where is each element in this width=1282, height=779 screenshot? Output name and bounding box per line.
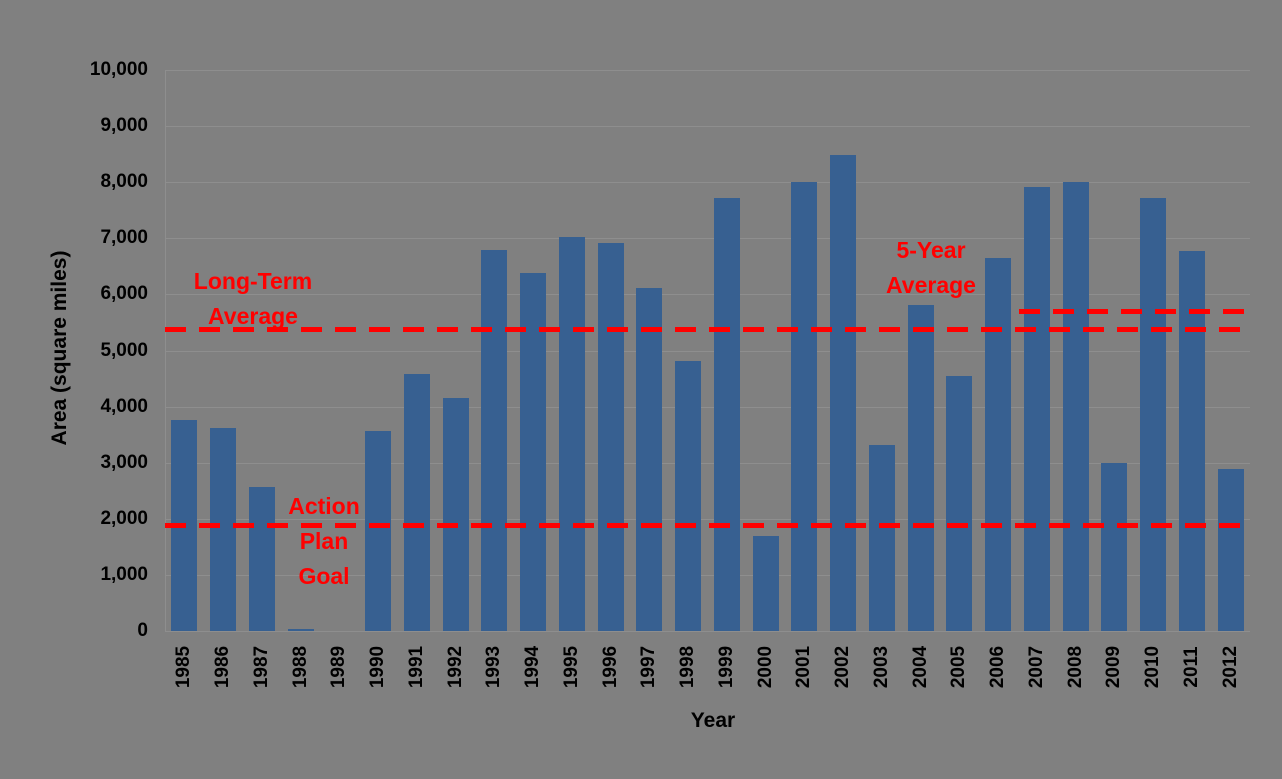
- five-year-average-label-line-2: Average: [886, 271, 976, 298]
- bar-2004: [907, 305, 934, 631]
- y-tick-label-3000: 3,000: [100, 451, 148, 473]
- long-term-average-label-line-2: Average: [208, 302, 298, 329]
- bar-2009: [1101, 463, 1128, 631]
- bar-2006: [985, 258, 1012, 631]
- long-term-average-line: [165, 327, 1250, 333]
- gridline-8000: [165, 182, 1250, 184]
- x-tick-label-2008: 2008: [1064, 645, 1086, 689]
- bar-2011: [1178, 251, 1205, 631]
- x-tick-label-1989: 1989: [328, 645, 350, 689]
- bar-1986: [210, 428, 237, 631]
- bar-2005: [946, 376, 973, 631]
- y-tick-label-9000: 9,000: [100, 115, 148, 137]
- action-plan-goal-label-line-2: Plan: [299, 527, 349, 554]
- x-tick-label-2005: 2005: [948, 645, 970, 689]
- x-tick-label-1990: 1990: [367, 645, 389, 689]
- x-tick-label-1997: 1997: [638, 645, 660, 689]
- bar-1999: [713, 198, 740, 631]
- x-axis-title: Year: [690, 709, 736, 732]
- x-tick-label-1995: 1995: [560, 645, 582, 689]
- bar-1991: [403, 374, 430, 631]
- bar-1990: [365, 431, 392, 631]
- y-tick-label-10000: 10,000: [89, 59, 148, 80]
- y-tick-label-0: 0: [137, 620, 148, 641]
- x-tick-label-2012: 2012: [1219, 645, 1241, 689]
- gridline-5000: [165, 350, 1250, 352]
- bar-2002: [830, 155, 857, 631]
- five-year-average-label-line-1: 5-Year: [896, 236, 966, 263]
- gridline-0: [165, 631, 1250, 632]
- gridline-3000: [165, 462, 1250, 464]
- gridline-4000: [165, 406, 1250, 408]
- x-tick-label-2007: 2007: [1025, 645, 1047, 689]
- action-plan-goal-line: [165, 523, 1249, 529]
- bar-2007: [1023, 187, 1050, 631]
- y-tick-label-4000: 4,000: [100, 395, 148, 417]
- x-tick-label-2002: 2002: [832, 645, 854, 689]
- plot-area: [165, 70, 1250, 632]
- bar-1996: [597, 243, 624, 631]
- y-tick-label-1000: 1,000: [100, 563, 148, 585]
- gridline-2000: [165, 518, 1250, 520]
- x-tick-label-1987: 1987: [250, 645, 272, 689]
- bar-1994: [520, 273, 547, 631]
- five-year-average-line: [1019, 309, 1247, 315]
- y-tick-label-6000: 6,000: [100, 283, 148, 305]
- bar-2008: [1062, 182, 1089, 631]
- y-tick-label-2000: 2,000: [100, 507, 148, 529]
- gridline-10000: [165, 70, 1250, 71]
- bar-2000: [752, 536, 779, 631]
- x-tick-label-2004: 2004: [909, 645, 931, 689]
- x-tick-label-2006: 2006: [987, 645, 1009, 689]
- x-tick-label-1996: 1996: [599, 645, 621, 689]
- x-tick-label-1991: 1991: [405, 645, 427, 689]
- bar-1998: [675, 361, 702, 631]
- x-tick-label-2003: 2003: [870, 645, 892, 689]
- bar-2001: [791, 182, 818, 631]
- x-tick-label-2009: 2009: [1103, 645, 1125, 689]
- bar-1995: [558, 237, 585, 631]
- y-axis-line: [165, 70, 166, 631]
- x-tick-label-1985: 1985: [173, 645, 195, 689]
- x-tick-label-1999: 1999: [715, 645, 737, 689]
- gridline-9000: [165, 126, 1250, 128]
- x-tick-label-2011: 2011: [1180, 646, 1202, 688]
- gridline-7000: [165, 238, 1250, 240]
- gridline-6000: [165, 294, 1250, 296]
- x-tick-label-1988: 1988: [289, 645, 311, 689]
- bar-1992: [442, 398, 469, 631]
- x-tick-label-1986: 1986: [212, 645, 234, 689]
- long-term-average-label-line-1: Long-Term: [193, 267, 313, 294]
- y-tick-label-8000: 8,000: [100, 171, 148, 193]
- x-tick-label-1993: 1993: [483, 645, 505, 689]
- bar-2003: [868, 445, 895, 631]
- x-tick-label-2001: 2001: [793, 645, 815, 689]
- action-plan-goal-label-line-1: Action: [288, 492, 360, 519]
- x-tick-label-2010: 2010: [1142, 645, 1164, 689]
- bar-1987: [248, 487, 275, 631]
- x-tick-label-1992: 1992: [444, 645, 466, 689]
- y-tick-label-7000: 7,000: [100, 227, 148, 249]
- bar-1988: [287, 629, 314, 631]
- bar-1997: [636, 288, 663, 631]
- action-plan-goal-label-line-3: Goal: [298, 562, 350, 589]
- bar-2010: [1140, 198, 1167, 631]
- x-tick-label-1998: 1998: [677, 645, 699, 689]
- y-tick-label-5000: 5,000: [100, 339, 148, 361]
- x-tick-label-1994: 1994: [522, 645, 544, 689]
- gridline-1000: [165, 574, 1250, 576]
- bar-1993: [481, 250, 508, 631]
- x-tick-label-2000: 2000: [754, 645, 776, 689]
- bar-2012: [1217, 469, 1244, 631]
- y-axis-title: Area (square miles): [48, 250, 71, 446]
